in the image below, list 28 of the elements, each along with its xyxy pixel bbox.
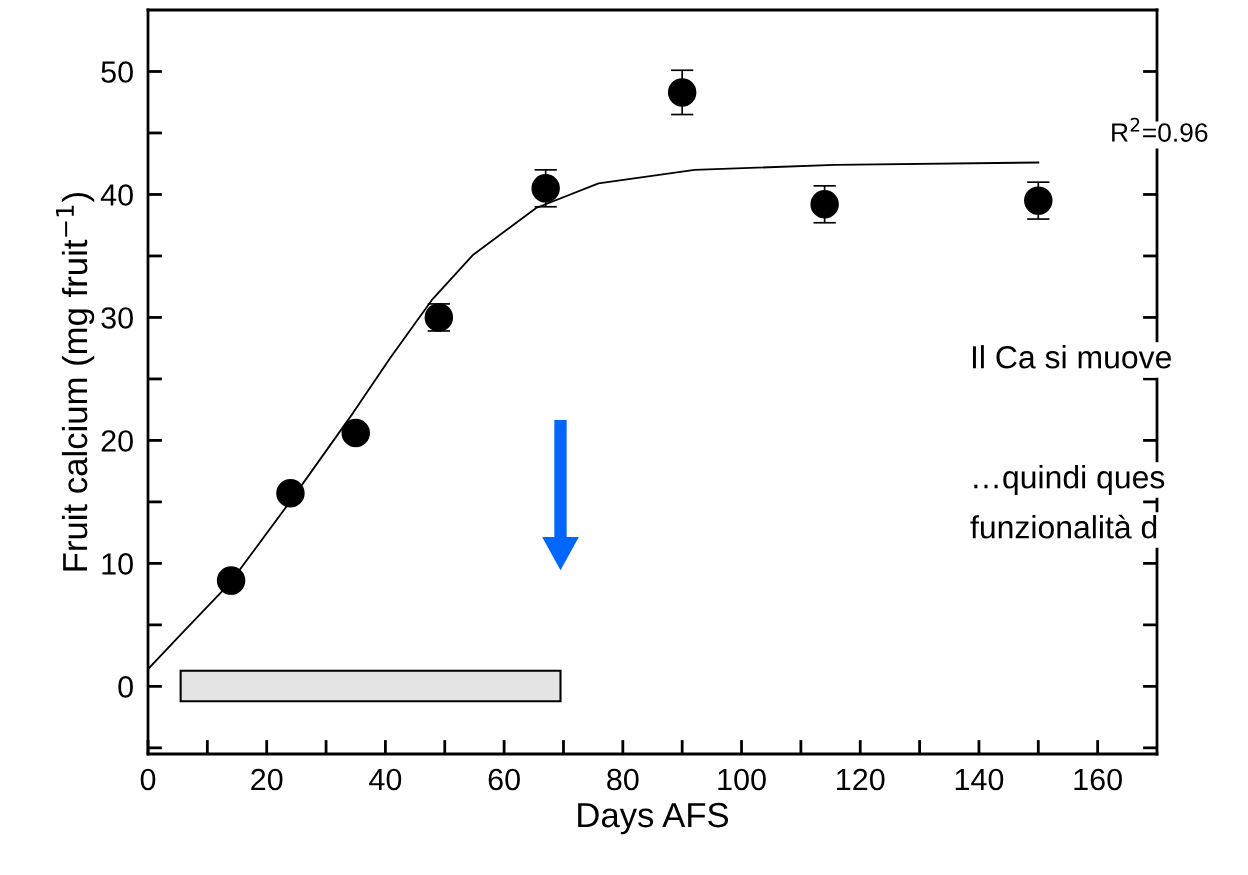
x-tick-label: 80 bbox=[607, 768, 639, 791]
x-tick-label: 60 bbox=[488, 768, 520, 791]
y-tick-label: 30 bbox=[101, 307, 133, 329]
x-tick-label: 100 bbox=[718, 768, 766, 791]
y-tick-label: 10 bbox=[102, 553, 133, 575]
point bbox=[810, 190, 839, 219]
y-axis-title: Fruit calcium (mg fruit$^{−1}$) bbox=[56, 193, 95, 571]
annotation: R$^{2}$=0.96 bbox=[1112, 117, 1208, 142]
annotation: …quindi ques bbox=[974, 465, 1165, 495]
x-tick-label: 160 bbox=[1074, 768, 1122, 791]
x-tick-label: 0 bbox=[140, 768, 156, 791]
x-axis-title: Days AFS bbox=[578, 802, 729, 835]
annotation: funzionalità d bbox=[970, 514, 1157, 539]
point bbox=[531, 174, 560, 203]
point bbox=[276, 479, 305, 508]
x-tick-label: 20 bbox=[251, 768, 283, 791]
y-tick-label: 40 bbox=[100, 184, 133, 206]
x-tick-label: 40 bbox=[369, 768, 402, 791]
y-tick-label: 0 bbox=[118, 676, 133, 698]
point bbox=[341, 418, 370, 448]
point bbox=[667, 78, 697, 107]
y-tick-label: 50 bbox=[101, 61, 133, 83]
y-tick-label: 20 bbox=[101, 430, 133, 452]
point bbox=[216, 566, 246, 595]
point bbox=[1024, 186, 1053, 215]
x-tick-label: 140 bbox=[955, 768, 1004, 791]
annotation: Il Ca si muove bbox=[972, 345, 1171, 369]
x-tick-label: 120 bbox=[837, 768, 885, 791]
